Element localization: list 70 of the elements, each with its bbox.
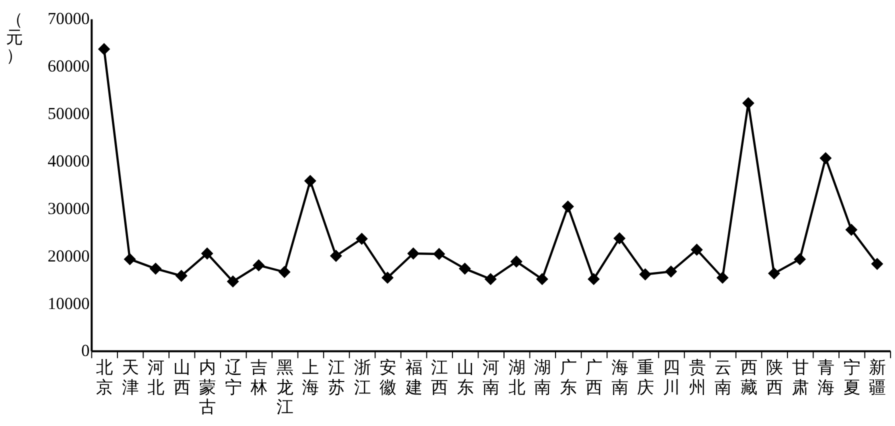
x-tick-label: 重庆 xyxy=(637,358,654,397)
x-tick-label: 江西 xyxy=(431,358,448,397)
point xyxy=(150,262,162,275)
x-tick-label: 内蒙古 xyxy=(199,358,216,417)
y-axis-title: （元） xyxy=(6,10,23,65)
y-tick-label: 50000 xyxy=(48,104,90,124)
x-tick-label: 湖南 xyxy=(534,358,552,397)
x-tick-label: 天津 xyxy=(122,358,139,397)
x-tick-label: 青海 xyxy=(818,358,835,397)
x-tick-label: 河南 xyxy=(482,358,500,397)
point xyxy=(690,244,703,256)
point xyxy=(175,270,188,282)
x-tick-label: 河北 xyxy=(148,358,165,397)
x-tick-label: 陕西 xyxy=(766,358,784,397)
point xyxy=(588,273,600,286)
point xyxy=(562,200,574,213)
point xyxy=(433,248,446,260)
y-tick-label: 0 xyxy=(81,341,90,360)
x-tick-label: 海南 xyxy=(611,358,628,397)
point xyxy=(664,265,678,278)
x-tick-label: 西藏 xyxy=(740,358,758,397)
x-tick-label: 山西 xyxy=(173,358,190,397)
y-tick-label: 40000 xyxy=(48,151,90,170)
point xyxy=(407,247,420,260)
x-tick-label: 辽宁 xyxy=(224,358,242,397)
point xyxy=(820,152,832,164)
point xyxy=(226,275,239,288)
y-tick-label: 60000 xyxy=(48,56,90,76)
x-tick-label: 浙江 xyxy=(354,358,371,397)
point xyxy=(381,272,394,284)
x-tick-label: 宁夏 xyxy=(843,358,860,397)
x-tick-label: 吉林 xyxy=(250,358,268,397)
point xyxy=(252,259,265,272)
point xyxy=(278,266,291,278)
x-tick-label: 湖北 xyxy=(508,358,526,397)
point xyxy=(845,224,858,236)
x-tick-label: 甘肃 xyxy=(792,358,809,397)
point xyxy=(794,253,806,266)
x-tick-label: 广西 xyxy=(586,358,603,397)
point xyxy=(201,247,214,260)
y-tick-label: 20000 xyxy=(48,246,90,266)
point xyxy=(124,253,136,266)
point xyxy=(871,258,884,270)
y-tick-label: 30000 xyxy=(48,198,90,218)
x-tick-label: 福建 xyxy=(404,358,422,397)
x-tick-label: 江苏 xyxy=(328,358,345,397)
point xyxy=(639,268,652,280)
point xyxy=(613,232,626,244)
x-tick-label: 云南 xyxy=(714,358,732,397)
x-tick-label: 山东 xyxy=(456,358,474,397)
point xyxy=(330,250,342,262)
point xyxy=(510,255,522,268)
point xyxy=(304,174,316,187)
x-tick-label: 北京 xyxy=(96,358,114,397)
x-tick-label: 广东 xyxy=(560,358,577,397)
point xyxy=(458,262,471,275)
x-tick-label: 四川 xyxy=(663,358,680,397)
y-tick-label: 10000 xyxy=(48,294,90,313)
x-tick-label: 黑龙江 xyxy=(276,358,294,417)
point xyxy=(716,272,729,284)
point xyxy=(536,273,548,286)
x-tick-label: 新疆 xyxy=(869,358,886,397)
x-tick-label: 安徽 xyxy=(380,358,397,397)
y-tick-label: 70000 xyxy=(48,9,90,28)
x-tick-label: 上海 xyxy=(302,358,320,397)
point xyxy=(768,267,780,280)
point xyxy=(98,42,110,56)
x-tick-label: 贵州 xyxy=(688,358,706,397)
point xyxy=(356,232,368,245)
point xyxy=(484,273,497,286)
